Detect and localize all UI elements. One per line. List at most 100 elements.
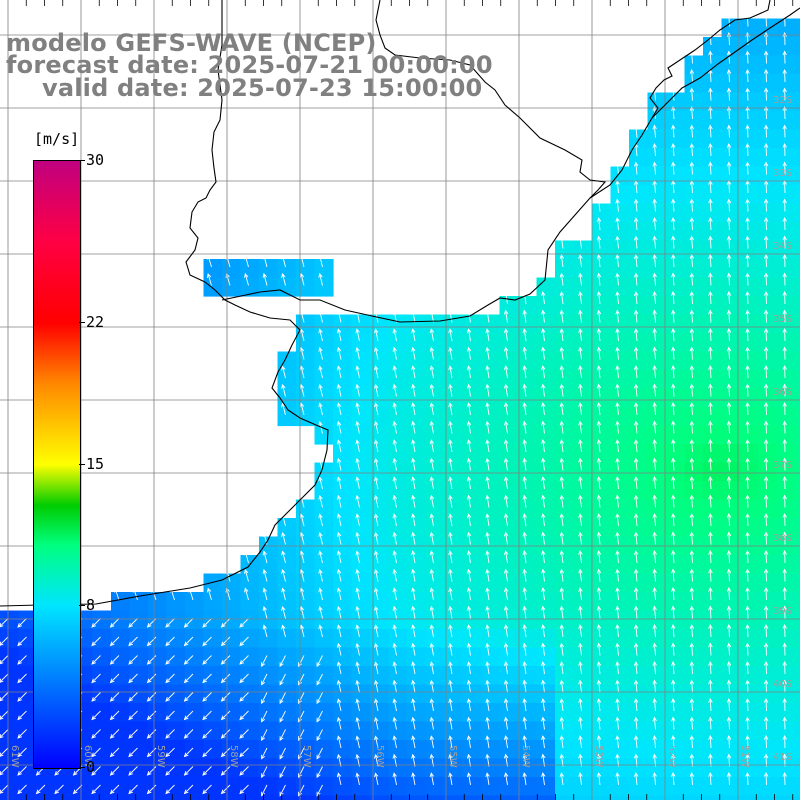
wave-cell bbox=[518, 555, 538, 575]
wave-cell bbox=[148, 740, 168, 760]
wave-direction-arrow bbox=[541, 698, 546, 712]
wave-direction-arrow bbox=[239, 636, 249, 647]
wave-cell bbox=[666, 647, 686, 667]
wave-direction-arrow bbox=[411, 605, 416, 619]
wave-cell bbox=[444, 666, 464, 686]
wave-cell bbox=[166, 592, 186, 612]
wave-direction-arrow bbox=[374, 346, 379, 360]
wave-direction-arrow bbox=[578, 679, 583, 693]
wave-cell bbox=[444, 703, 464, 723]
wave-direction-arrow bbox=[763, 69, 769, 83]
wave-direction-arrow bbox=[782, 106, 787, 120]
wave-cell bbox=[777, 610, 797, 630]
wave-cell bbox=[721, 203, 741, 223]
wave-direction-arrow bbox=[763, 457, 769, 471]
wave-cell bbox=[388, 555, 408, 575]
wave-direction-arrow bbox=[633, 457, 639, 471]
wave-cell bbox=[555, 370, 575, 390]
wave-direction-arrow bbox=[448, 661, 453, 675]
longitude-label: 54W bbox=[520, 745, 531, 768]
wave-cell bbox=[314, 573, 334, 593]
wave-cell bbox=[758, 721, 778, 741]
wave-cell bbox=[703, 388, 723, 408]
wave-direction-arrow bbox=[615, 513, 620, 527]
wave-direction-arrow bbox=[146, 673, 157, 684]
wave-cell bbox=[462, 462, 482, 482]
wave-direction-arrow bbox=[239, 784, 249, 795]
wave-cell bbox=[758, 74, 778, 94]
wave-cell bbox=[462, 647, 482, 667]
wave-cell bbox=[573, 629, 593, 649]
wave-direction-arrow bbox=[374, 772, 379, 786]
wave-cell bbox=[425, 370, 445, 390]
wave-cell bbox=[703, 795, 723, 800]
wave-cell bbox=[444, 592, 464, 612]
wave-direction-arrow bbox=[763, 772, 769, 786]
wave-cell bbox=[111, 647, 131, 667]
wave-direction-arrow bbox=[763, 291, 769, 305]
latitude-label: 39S bbox=[773, 606, 792, 617]
wave-cell bbox=[758, 314, 778, 334]
wave-direction-arrow bbox=[689, 771, 695, 786]
wave-cell bbox=[795, 777, 800, 797]
wave-direction-arrow bbox=[708, 605, 713, 619]
wave-direction-arrow bbox=[522, 383, 527, 397]
wave-direction-arrow bbox=[392, 328, 397, 342]
wave-direction-arrow bbox=[392, 568, 397, 582]
wave-cell bbox=[573, 684, 593, 704]
wave-cell bbox=[573, 758, 593, 778]
wave-direction-arrow bbox=[355, 513, 360, 527]
wave-direction-arrow bbox=[448, 476, 453, 490]
wave-direction-arrow bbox=[782, 383, 787, 397]
wave-direction-arrow bbox=[485, 753, 490, 767]
wave-cell bbox=[0, 777, 20, 797]
wave-direction-arrow bbox=[503, 568, 509, 582]
wave-cell bbox=[721, 55, 741, 75]
wave-direction-arrow bbox=[91, 729, 101, 739]
wave-cell bbox=[647, 240, 667, 260]
wave-direction-arrow bbox=[633, 568, 639, 582]
wave-cell bbox=[518, 333, 538, 353]
wave-direction-arrow bbox=[466, 346, 472, 360]
wave-cell bbox=[777, 277, 797, 297]
wave-cell bbox=[444, 610, 464, 630]
wave-direction-arrow bbox=[485, 365, 490, 379]
wave-cell bbox=[703, 499, 723, 519]
wave-cell bbox=[92, 795, 112, 800]
wave-direction-arrow bbox=[165, 747, 175, 758]
wave-cell bbox=[314, 388, 334, 408]
wave-direction-arrow bbox=[745, 401, 750, 416]
wave-direction-arrow bbox=[541, 587, 546, 601]
wave-direction-arrow bbox=[503, 642, 509, 656]
wave-direction-arrow bbox=[726, 420, 732, 434]
wave-direction-arrow bbox=[652, 272, 657, 286]
wave-cell bbox=[518, 296, 538, 316]
wave-cell bbox=[795, 222, 800, 242]
wave-direction-arrow bbox=[146, 729, 157, 739]
wave-cell bbox=[629, 684, 649, 704]
wave-direction-arrow bbox=[689, 549, 695, 564]
wave-cell bbox=[518, 758, 538, 778]
wave-cell bbox=[795, 666, 800, 686]
wave-cell bbox=[573, 407, 593, 427]
wave-direction-arrow bbox=[392, 383, 397, 397]
wave-direction-arrow bbox=[355, 642, 360, 656]
wave-cell bbox=[795, 129, 800, 149]
wave-direction-arrow bbox=[281, 550, 286, 564]
wave-cell bbox=[740, 610, 760, 630]
wave-direction-arrow bbox=[91, 692, 101, 702]
wave-direction-arrow bbox=[559, 568, 565, 582]
wave-direction-arrow bbox=[374, 383, 379, 397]
wave-direction-arrow bbox=[318, 254, 323, 268]
wave-direction-arrow bbox=[318, 550, 323, 564]
wave-direction-arrow bbox=[0, 747, 9, 757]
wave-cell bbox=[777, 666, 797, 686]
wave-cell bbox=[740, 203, 760, 223]
wave-direction-arrow bbox=[726, 716, 732, 730]
wave-direction-arrow bbox=[615, 309, 620, 323]
wave-cell bbox=[92, 758, 112, 778]
wave-direction-arrow bbox=[318, 568, 323, 582]
wave-direction-arrow bbox=[763, 550, 769, 564]
wave-direction-arrow bbox=[262, 587, 268, 601]
wave-direction-arrow bbox=[633, 309, 639, 323]
